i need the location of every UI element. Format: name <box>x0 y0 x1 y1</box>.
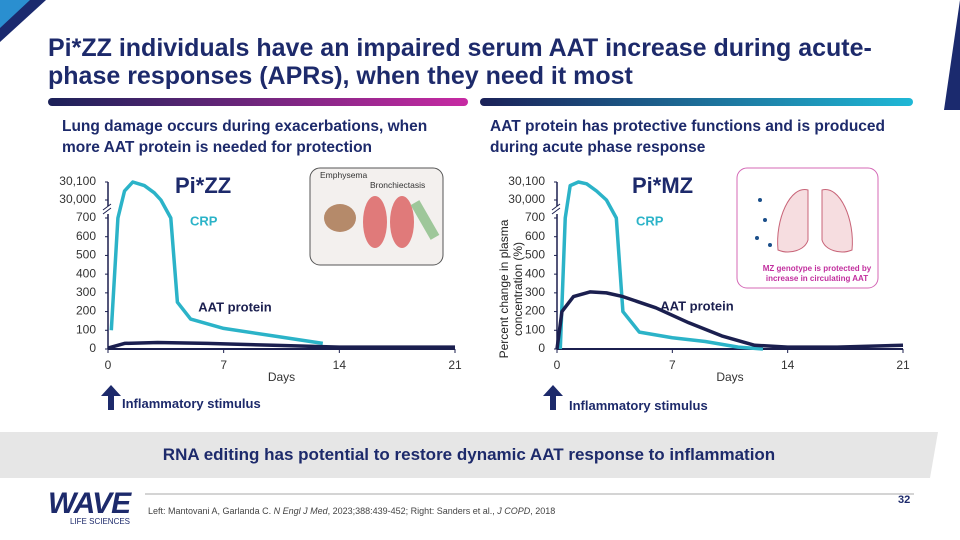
y-tick-label: 30,000 <box>508 192 545 206</box>
y-tick-label: 700 <box>76 210 96 224</box>
y-tick-label: 100 <box>525 322 545 336</box>
image <box>777 189 809 253</box>
y-tick-label: 200 <box>525 304 545 318</box>
y-tick-label: 200 <box>76 304 96 318</box>
y-tick-label: 600 <box>525 229 545 243</box>
series-line <box>558 180 764 351</box>
ref: , 2023;388:439-452; Right: Sanders et al… <box>327 506 498 516</box>
y-tick-label: 400 <box>525 266 545 280</box>
image <box>324 204 356 232</box>
series-line <box>555 290 904 350</box>
image-label: MZ genotype is protected by increase in … <box>762 264 872 283</box>
image <box>410 200 440 240</box>
x-tick-label: 14 <box>333 358 347 372</box>
image <box>821 189 853 253</box>
chart-title: Pi*MZ <box>632 173 693 198</box>
reference: Left: Mantovani A, Garlanda C. N Engl J … <box>148 506 555 516</box>
x-tick-label: 0 <box>554 358 561 372</box>
edge <box>944 0 960 110</box>
ref: J COPD <box>497 506 531 516</box>
x-tick-label: 21 <box>896 358 910 372</box>
series-label: AAT protein <box>198 299 271 314</box>
arrow <box>101 385 121 410</box>
x-tick-label: 0 <box>105 358 112 372</box>
y-tick-label: 300 <box>76 285 96 299</box>
stimulus-label: Inflammatory stimulus <box>122 396 261 411</box>
logo-tagline: LIFE SCIENCES <box>70 517 131 526</box>
ref: Left: Mantovani A, Garlanda C. <box>148 506 274 516</box>
x-axis-label: Days <box>716 370 743 384</box>
ref: , 2018 <box>530 506 556 516</box>
y-tick-label: 30,100 <box>59 174 96 188</box>
series-line <box>109 180 324 346</box>
y-tick-label: 30,000 <box>59 192 96 206</box>
banner: RNA editing has potential to restore dyn… <box>162 445 776 464</box>
y-tick-label: 0 <box>538 341 545 355</box>
series-line <box>107 340 455 350</box>
image <box>363 196 387 248</box>
y-tick-label: 600 <box>76 229 96 243</box>
arrow <box>543 385 563 410</box>
corner <box>0 0 30 28</box>
y-tick-label: 0 <box>89 341 96 355</box>
y-tick-label: 500 <box>525 248 545 262</box>
panel-heading: AAT protein has protective functions and… <box>490 118 886 156</box>
y-tick-label: 700 <box>525 210 545 224</box>
y-tick-label: 500 <box>76 248 96 262</box>
y-axis-label: Percent change in plasma concentration (… <box>497 219 525 359</box>
divider <box>48 98 468 106</box>
y-tick-label: 100 <box>76 322 96 336</box>
stimulus-label: Inflammatory stimulus <box>569 398 708 413</box>
page-number: 32 <box>898 494 911 506</box>
image-label: Bronchiectasis <box>370 180 426 190</box>
axis-break <box>102 203 112 215</box>
x-axis-label: Days <box>268 370 295 384</box>
banner-bg <box>0 432 938 478</box>
x-tick-label: 7 <box>220 358 227 372</box>
y-tick-label: 300 <box>525 285 545 299</box>
divider <box>480 98 913 106</box>
axis-break <box>551 203 561 215</box>
series-label: CRP <box>636 213 664 228</box>
image <box>390 196 414 248</box>
panel-heading: Lung damage occurs during exacerbations,… <box>62 118 428 156</box>
y-tick-label: 30,100 <box>508 174 545 188</box>
ref: N Engl J Med <box>273 506 328 516</box>
image-label: Emphysema <box>320 170 368 180</box>
chart-title: Pi*ZZ <box>175 173 231 198</box>
x-tick-label: 21 <box>448 358 462 372</box>
series-label: AAT protein <box>660 298 733 313</box>
title: Pi*ZZ individuals have an impaired serum… <box>48 34 872 90</box>
series-label: CRP <box>190 213 218 228</box>
y-tick-label: 400 <box>76 266 96 280</box>
logo: WAVE <box>48 487 131 520</box>
x-tick-label: 14 <box>781 358 795 372</box>
x-tick-label: 7 <box>669 358 676 372</box>
